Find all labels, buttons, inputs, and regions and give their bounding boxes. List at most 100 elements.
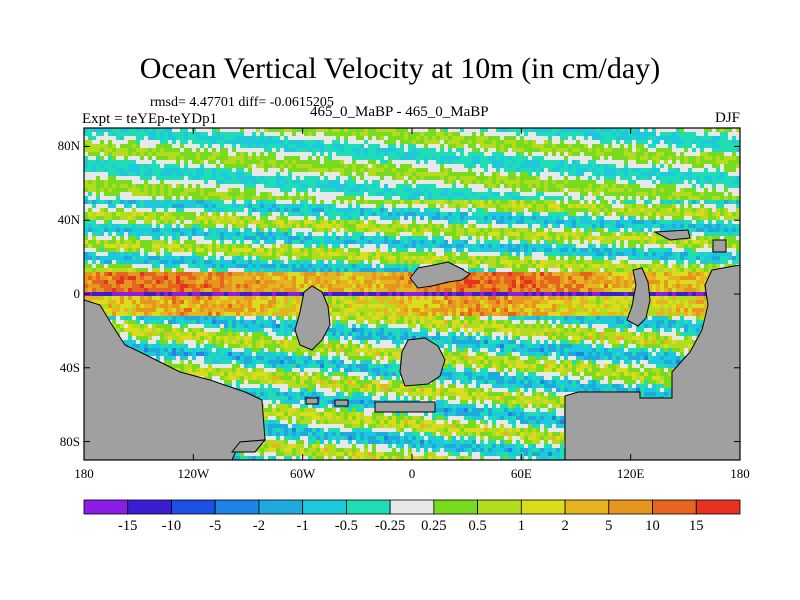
field-cell <box>312 176 317 181</box>
field-cell <box>532 172 537 177</box>
field-cell <box>268 128 273 133</box>
field-cell <box>552 160 557 165</box>
field-cell <box>404 188 409 193</box>
field-cell <box>464 172 469 177</box>
field-cell <box>636 244 641 249</box>
field-cell <box>316 128 321 133</box>
field-cell <box>408 236 413 241</box>
field-cell <box>488 168 493 173</box>
field-cell <box>616 140 621 145</box>
field-cell <box>132 152 137 157</box>
field-cell <box>676 156 681 161</box>
field-cell <box>588 216 593 221</box>
field-cell <box>284 248 289 253</box>
field-cell <box>452 188 457 193</box>
field-cell <box>260 164 265 169</box>
field-cell <box>260 196 265 201</box>
field-cell <box>684 168 689 173</box>
field-cell <box>688 232 693 237</box>
field-cell <box>224 236 229 241</box>
field-cell <box>640 188 645 193</box>
field-cell <box>324 236 329 241</box>
field-cell <box>248 220 253 225</box>
field-cell <box>672 128 677 133</box>
field-cell <box>324 148 329 153</box>
field-cell <box>536 180 541 185</box>
field-cell <box>564 176 569 181</box>
field-cell <box>200 232 205 237</box>
field-cell <box>660 236 665 241</box>
field-cell <box>492 184 497 189</box>
field-cell <box>304 132 309 137</box>
field-cell <box>240 132 245 137</box>
field-cell <box>604 160 609 165</box>
field-cell <box>552 244 557 249</box>
field-cell <box>340 152 345 157</box>
field-cell <box>464 200 469 205</box>
field-cell <box>492 176 497 181</box>
field-cell <box>252 232 257 237</box>
field-cell <box>232 184 237 189</box>
field-cell <box>616 184 621 189</box>
field-cell <box>480 212 485 217</box>
field-cell <box>280 180 285 185</box>
field-cell <box>596 152 601 157</box>
field-cell <box>148 136 153 141</box>
field-cell <box>216 172 221 177</box>
field-cell <box>540 212 545 217</box>
field-cell <box>128 212 133 217</box>
field-cell <box>276 200 281 205</box>
field-cell <box>424 192 429 197</box>
field-cell <box>128 168 133 173</box>
field-cell <box>128 180 133 185</box>
field-cell <box>264 172 269 177</box>
field-cell <box>508 192 513 197</box>
field-cell <box>140 196 145 201</box>
field-cell <box>268 136 273 141</box>
field-cell <box>420 244 425 249</box>
field-cell <box>496 132 501 137</box>
field-cell <box>516 136 521 141</box>
field-cell <box>324 192 329 197</box>
field-cell <box>676 212 681 217</box>
field-cell <box>112 196 117 201</box>
field-cell <box>112 136 117 141</box>
field-cell <box>168 220 173 225</box>
field-cell <box>420 204 425 209</box>
field-cell <box>176 176 181 181</box>
field-cell <box>400 156 405 161</box>
field-cell <box>504 236 509 241</box>
field-cell <box>316 192 321 197</box>
field-cell <box>300 236 305 241</box>
field-cell <box>604 176 609 181</box>
field-cell <box>408 176 413 181</box>
field-cell <box>136 212 141 217</box>
field-cell <box>704 196 709 201</box>
field-cell <box>664 164 669 169</box>
field-cell <box>88 160 93 165</box>
field-cell <box>700 176 705 181</box>
field-cell <box>148 188 153 193</box>
field-cell <box>692 192 697 197</box>
field-cell <box>320 168 325 173</box>
field-cell <box>732 160 737 165</box>
field-cell <box>476 184 481 189</box>
field-cell <box>564 184 569 189</box>
field-cell <box>568 152 573 157</box>
field-cell <box>160 148 165 153</box>
field-cell <box>592 240 597 245</box>
field-cell <box>416 164 421 169</box>
field-cell <box>468 140 473 145</box>
field-cell <box>392 144 397 149</box>
field-cell <box>308 188 313 193</box>
field-cell <box>584 164 589 169</box>
field-cell <box>432 144 437 149</box>
field-cell <box>560 208 565 213</box>
field-cell <box>668 188 673 193</box>
field-cell <box>640 228 645 233</box>
field-cell <box>184 200 189 205</box>
field-cell <box>212 164 217 169</box>
field-cell <box>144 164 149 169</box>
field-cell <box>252 172 257 177</box>
field-cell <box>280 164 285 169</box>
